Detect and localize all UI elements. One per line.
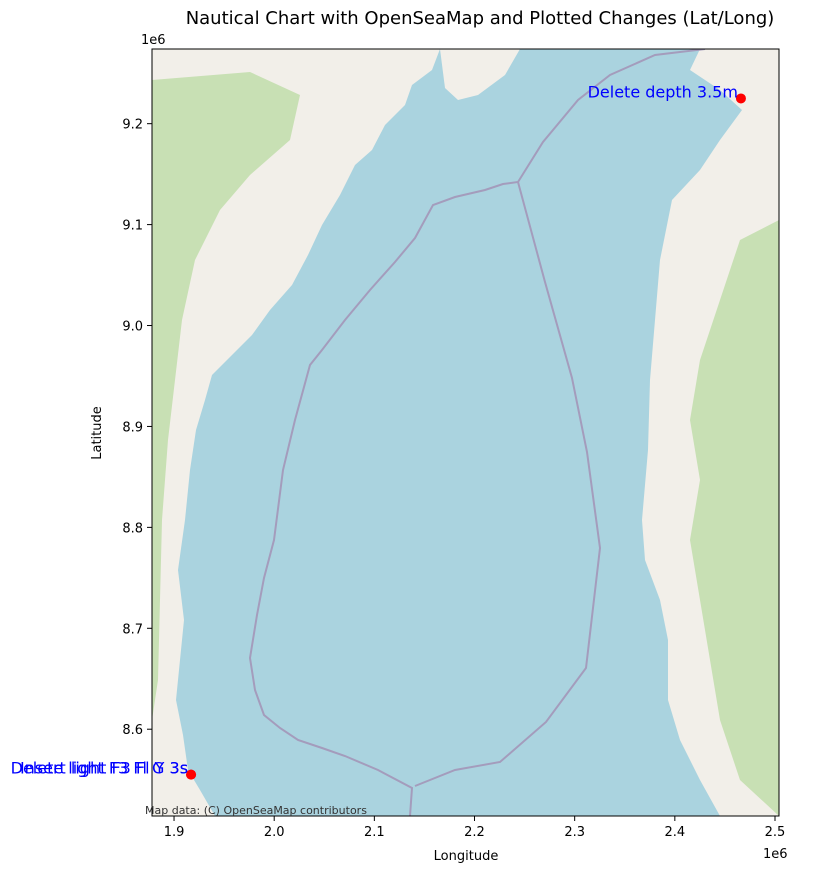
west-coast-land xyxy=(152,49,440,816)
map-attribution: Map data: (C) OpenSeaMap contributors xyxy=(145,804,367,817)
y-tick-label: 9.2 xyxy=(122,118,143,133)
x-tick-label: 2.5 xyxy=(765,825,786,840)
y-tick-label: 9.0 xyxy=(122,320,143,335)
x-tick-label: 2.4 xyxy=(664,825,685,840)
y-axis: 8.6 8.7 8.8 8.9 9.0 9.1 9.2 xyxy=(122,118,152,738)
plotted-changes: Delete depth 3.5m Delete light F3 Fl G 3s… xyxy=(11,82,746,780)
basemap xyxy=(152,49,779,816)
x-tick-label: 2.1 xyxy=(364,825,385,840)
x-tick-label: 1.9 xyxy=(164,825,185,840)
change-marker xyxy=(186,769,197,780)
x-tick-label: 2.3 xyxy=(564,825,585,840)
x-axis: 1.9 2.0 2.1 2.2 2.3 2.4 2.5 xyxy=(164,816,786,840)
y-tick-label: 8.6 xyxy=(122,723,143,738)
y-axis-label: Latitude xyxy=(90,406,105,460)
maritime-boundary-east xyxy=(414,181,602,787)
y-offset-label: 1e6 xyxy=(141,33,166,48)
y-tick-label: 8.8 xyxy=(122,521,143,536)
x-tick-label: 2.0 xyxy=(264,825,285,840)
x-axis-label: Longitude xyxy=(434,849,499,864)
y-tick-label: 8.9 xyxy=(122,420,143,435)
west-coast-forest xyxy=(152,72,300,720)
plot-area-frame xyxy=(151,48,780,817)
chart-title: Nautical Chart with OpenSeaMap and Plott… xyxy=(186,8,775,29)
change-label: Delete depth 3.5m xyxy=(588,82,738,101)
change-marker xyxy=(735,93,746,104)
east-coast-forest xyxy=(690,220,779,816)
y-tick-label: 8.7 xyxy=(122,622,143,637)
change-label: Delete light F3 Fl G 3s xyxy=(11,759,188,778)
change-label: Insert light F3 Fl Y 3s xyxy=(20,759,188,778)
north-islands-land xyxy=(440,49,520,100)
x-tick-label: 2.2 xyxy=(464,825,485,840)
y-tick-label: 9.1 xyxy=(122,219,143,234)
x-offset-label: 1e6 xyxy=(763,847,788,862)
